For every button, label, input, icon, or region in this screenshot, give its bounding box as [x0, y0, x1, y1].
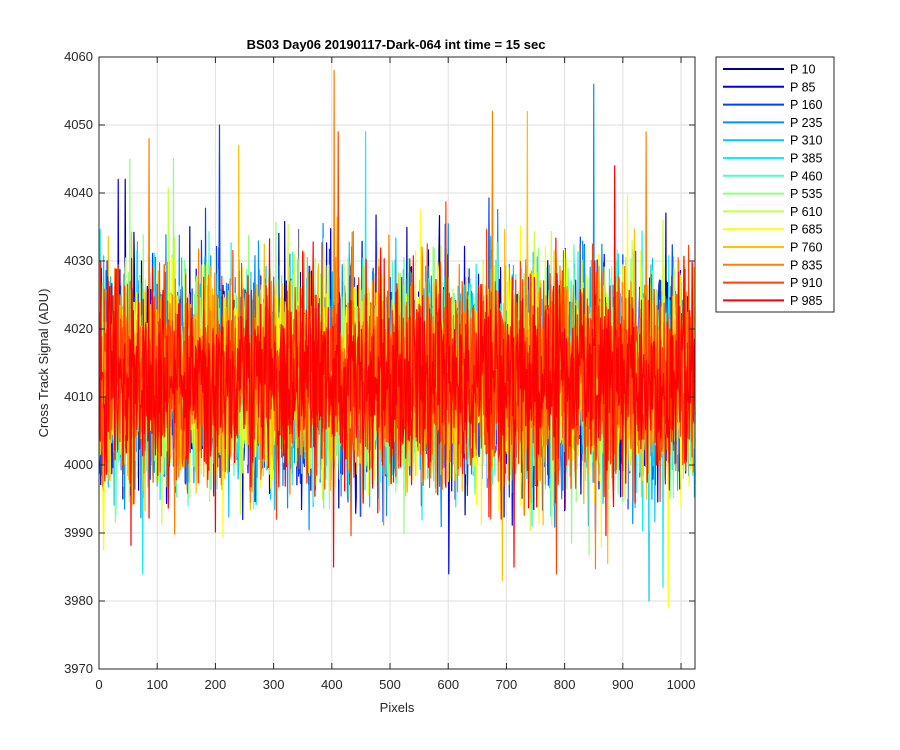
x-tick-label: 400 — [321, 677, 343, 692]
legend-label: P 685 — [790, 223, 822, 237]
legend-label: P 460 — [790, 169, 822, 183]
series-layer — [98, 70, 696, 609]
legend-label: P 235 — [790, 116, 822, 130]
plot-area — [98, 56, 696, 670]
series-line-p-985 — [98, 165, 696, 568]
y-tick-label: 3990 — [64, 525, 93, 540]
y-tick-label: 4000 — [64, 457, 93, 472]
x-tick-label: 1000 — [667, 677, 696, 692]
y-tick-label: 3980 — [64, 593, 93, 608]
legend-label: P 985 — [790, 294, 822, 308]
y-tick-label: 3970 — [64, 661, 93, 676]
legend-label: P 760 — [790, 241, 822, 255]
x-tick-label: 100 — [146, 677, 168, 692]
legend-label: P 85 — [790, 80, 816, 94]
legend-item: P 685 — [723, 223, 822, 237]
y-tick-label: 4050 — [64, 117, 93, 132]
legend-item: P 235 — [723, 116, 822, 130]
legend-label: P 10 — [790, 63, 816, 77]
x-tick-label: 500 — [379, 677, 401, 692]
legend-item: P 10 — [723, 63, 816, 77]
y-axis-label: Cross Track Signal (ADU) — [36, 289, 51, 438]
x-tick-label: 0 — [95, 677, 102, 692]
y-tick-label: 4060 — [64, 49, 93, 64]
y-tick-label: 4030 — [64, 253, 93, 268]
legend-item: P 385 — [723, 152, 822, 166]
x-tick-label: 800 — [554, 677, 576, 692]
x-tick-label: 700 — [496, 677, 518, 692]
legend-item: P 535 — [723, 187, 822, 201]
legend-item: P 310 — [723, 134, 822, 148]
legend-item: P 610 — [723, 205, 822, 219]
plot-border — [98, 56, 696, 670]
legend-item: P 760 — [723, 241, 822, 255]
legend-item: P 910 — [723, 276, 822, 290]
y-tick-label: 4040 — [64, 185, 93, 200]
legend-item: P 460 — [723, 169, 822, 183]
legend-label: P 385 — [790, 152, 822, 166]
legend-label: P 835 — [790, 258, 822, 272]
chart-title: BS03 Day06 20190117-Dark-064 int time = … — [247, 37, 546, 52]
y-axis: 3970 3980 3990 4000 4010 4020 4030 4040 4050 4060 — [64, 49, 695, 676]
legend-item: P 835 — [723, 258, 822, 272]
legend-label: P 160 — [790, 98, 822, 112]
y-tick-label: 4010 — [64, 389, 93, 404]
x-tick-label: 600 — [437, 677, 459, 692]
legend: P 10 P 85 P 160 P 235 P 310 P 385 P 460 P 535 P … — [715, 56, 835, 313]
legend-item: P 85 — [723, 80, 816, 94]
x-tick-label: 300 — [263, 677, 285, 692]
legend-label: P 535 — [790, 187, 822, 201]
legend-box — [715, 56, 835, 313]
legend-items: P 10 P 85 P 160 P 235 P 310 P 385 P 460 P 535 P … — [723, 63, 822, 308]
legend-label: P 310 — [790, 134, 822, 148]
x-tick-label: 900 — [612, 677, 634, 692]
x-tick-label: 200 — [205, 677, 227, 692]
legend-item: P 160 — [723, 98, 822, 112]
legend-item: P 985 — [723, 294, 822, 308]
x-axis: 0 100 200 300 400 500 600 700 800 900 1000 — [95, 57, 695, 692]
x-axis-label: Pixels — [380, 700, 415, 715]
legend-label: P 610 — [790, 205, 822, 219]
y-tick-label: 4020 — [64, 321, 93, 336]
legend-label: P 910 — [790, 276, 822, 290]
